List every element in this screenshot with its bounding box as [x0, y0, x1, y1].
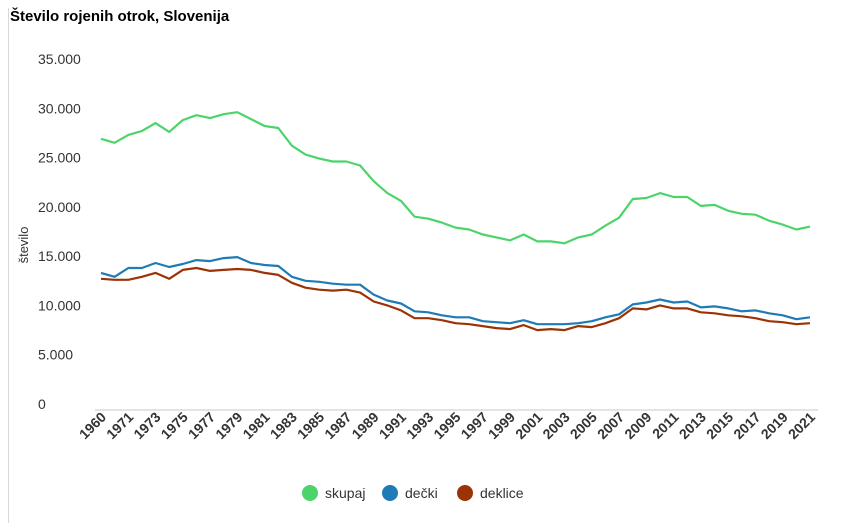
y-axis-label: število — [16, 227, 31, 264]
y-tick-label: 25.000 — [38, 150, 81, 166]
series-line-skupaj — [100, 111, 811, 245]
y-tick-label: 35.000 — [38, 51, 81, 67]
x-tick-label: 1985 — [294, 409, 327, 442]
x-tick-label: 2007 — [594, 409, 627, 442]
series-line-dečki — [100, 256, 811, 326]
frame-border — [8, 8, 9, 523]
x-tick-label: 1977 — [185, 409, 218, 442]
x-tick-label: 2019 — [758, 409, 791, 442]
series-line-deklice — [100, 266, 811, 332]
x-tick-label: 2005 — [567, 409, 600, 442]
x-tick-label: 1995 — [430, 409, 463, 442]
x-tick-label: 2015 — [703, 409, 736, 442]
x-tick-label: 1989 — [348, 409, 381, 442]
x-tick-label: 1997 — [458, 409, 491, 442]
x-tick-label: 1975 — [158, 409, 191, 442]
legend-marker-deklice — [457, 485, 473, 501]
legend-label-dečki: dečki — [405, 485, 438, 501]
y-tick-label: 15.000 — [38, 248, 81, 264]
x-tick-label: 1999 — [485, 409, 518, 442]
x-tick-label: 1960 — [76, 409, 109, 442]
x-tick-label: 2011 — [649, 409, 682, 442]
y-tick-label: 0 — [38, 396, 46, 412]
y-tick-label: 30.000 — [38, 100, 81, 116]
legend-marker-skupaj — [302, 485, 318, 501]
y-tick-label: 5.000 — [38, 347, 73, 363]
legend-marker-dečki — [382, 485, 398, 501]
legend-label-skupaj: skupaj — [325, 485, 365, 501]
y-tick-label: 20.000 — [38, 199, 81, 215]
x-tick-label: 2009 — [621, 409, 654, 442]
x-tick-label: 2021 — [785, 409, 818, 442]
x-tick-label: 1973 — [130, 409, 163, 442]
x-tick-label: 1971 — [103, 409, 136, 442]
x-tick-label: 1979 — [212, 409, 245, 442]
x-tick-label: 1987 — [321, 409, 354, 442]
x-tick-label: 1981 — [239, 409, 272, 442]
chart-title: Število rojenih otrok, Slovenija — [10, 8, 230, 25]
x-tick-label: 1991 — [376, 409, 409, 442]
x-tick-label: 2003 — [539, 409, 572, 442]
x-tick-label: 1993 — [403, 409, 436, 442]
x-tick-label: 2017 — [730, 409, 763, 442]
y-tick-label: 10.000 — [38, 297, 81, 313]
x-tick-label: 2013 — [676, 409, 709, 442]
legend-label-deklice: deklice — [480, 485, 524, 501]
x-tick-label: 1983 — [267, 409, 300, 442]
x-tick-label: 2001 — [512, 409, 545, 442]
